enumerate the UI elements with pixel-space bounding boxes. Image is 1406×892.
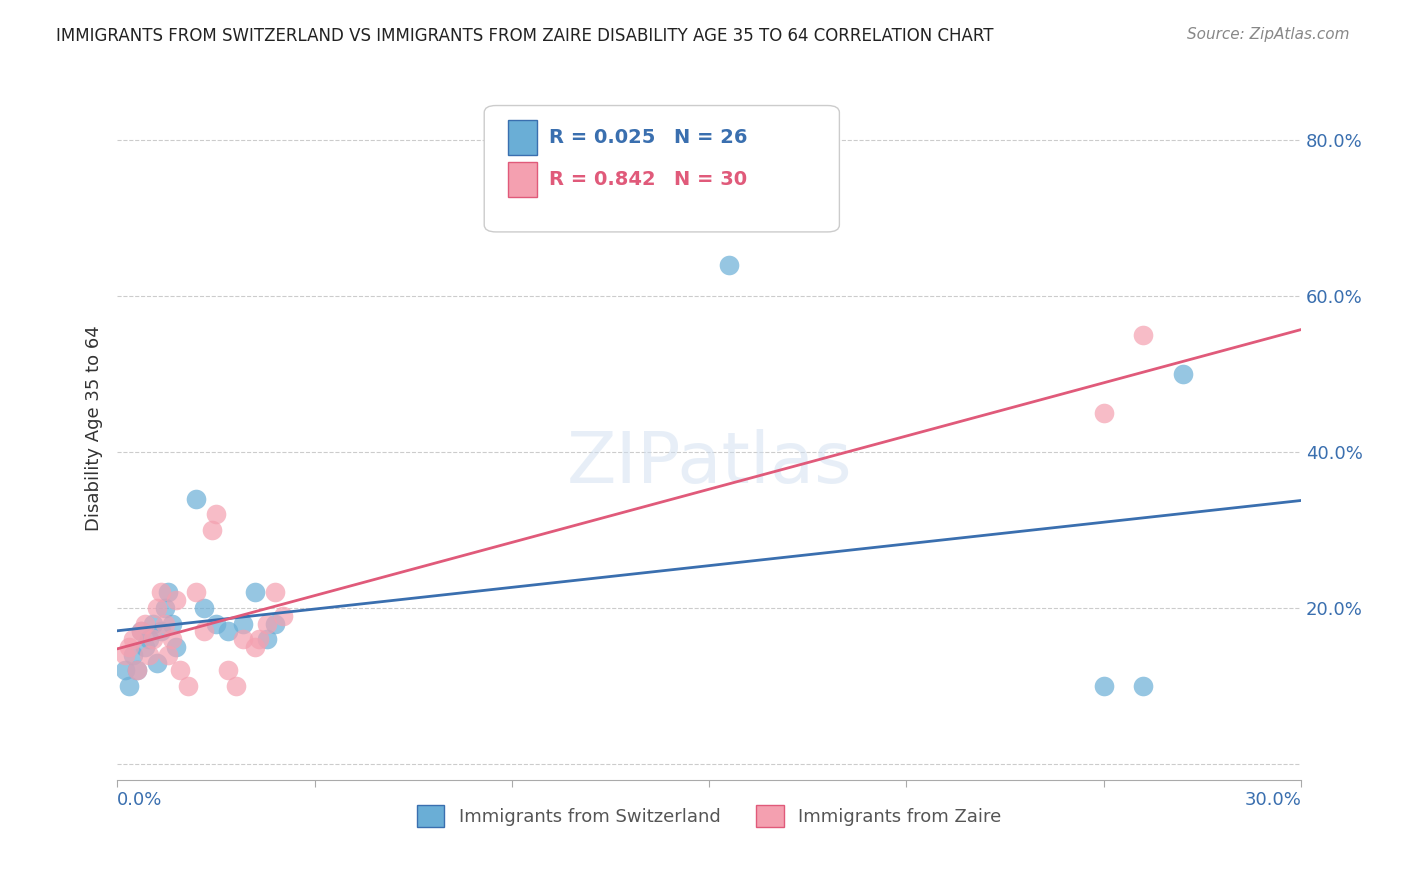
Text: 30.0%: 30.0% — [1244, 791, 1301, 809]
Point — [232, 616, 254, 631]
Point — [162, 616, 184, 631]
Point — [184, 491, 207, 506]
Point — [205, 508, 228, 522]
Point — [134, 640, 156, 654]
Point — [217, 624, 239, 639]
Point — [162, 632, 184, 647]
Point — [138, 632, 160, 647]
Y-axis label: Disability Age 35 to 64: Disability Age 35 to 64 — [86, 326, 103, 532]
Point — [193, 601, 215, 615]
Point — [129, 624, 152, 639]
Point — [157, 648, 180, 662]
Point — [271, 608, 294, 623]
Point — [1132, 679, 1154, 693]
Text: Source: ZipAtlas.com: Source: ZipAtlas.com — [1187, 27, 1350, 42]
Point — [145, 656, 167, 670]
Point — [256, 616, 278, 631]
Point — [118, 679, 141, 693]
Point — [142, 616, 165, 631]
Point — [118, 640, 141, 654]
Point — [1132, 327, 1154, 342]
Point — [264, 616, 287, 631]
Point — [201, 523, 224, 537]
Point — [256, 632, 278, 647]
Point — [142, 632, 165, 647]
Point — [122, 632, 145, 647]
Text: 0.0%: 0.0% — [117, 791, 163, 809]
FancyBboxPatch shape — [484, 105, 839, 232]
Point — [169, 664, 191, 678]
Text: N = 30: N = 30 — [673, 169, 747, 189]
Point — [129, 624, 152, 639]
Point — [145, 601, 167, 615]
Point — [125, 664, 148, 678]
Point — [177, 679, 200, 693]
Point — [205, 616, 228, 631]
Point — [157, 585, 180, 599]
Legend: Immigrants from Switzerland, Immigrants from Zaire: Immigrants from Switzerland, Immigrants … — [411, 797, 1008, 834]
Point — [125, 664, 148, 678]
Point — [165, 640, 187, 654]
Point — [264, 585, 287, 599]
Point — [217, 664, 239, 678]
Point — [122, 648, 145, 662]
Point — [245, 640, 267, 654]
Bar — [508, 120, 537, 154]
Point — [1092, 679, 1115, 693]
Text: N = 26: N = 26 — [673, 128, 747, 146]
Point — [245, 585, 267, 599]
Point — [153, 601, 176, 615]
Point — [149, 585, 172, 599]
Point — [114, 664, 136, 678]
Text: R = 0.025: R = 0.025 — [550, 128, 655, 146]
Point — [717, 258, 740, 272]
Point — [134, 616, 156, 631]
Point — [225, 679, 247, 693]
Point — [1092, 406, 1115, 420]
Text: ZIPatlas: ZIPatlas — [567, 429, 852, 498]
Text: R = 0.842: R = 0.842 — [550, 169, 657, 189]
Point — [114, 648, 136, 662]
Point — [232, 632, 254, 647]
Point — [149, 624, 172, 639]
Bar — [508, 161, 537, 197]
Point — [193, 624, 215, 639]
Point — [247, 632, 270, 647]
Point — [184, 585, 207, 599]
Point — [165, 593, 187, 607]
Point — [153, 616, 176, 631]
Point — [138, 648, 160, 662]
Point — [1171, 367, 1194, 381]
Text: IMMIGRANTS FROM SWITZERLAND VS IMMIGRANTS FROM ZAIRE DISABILITY AGE 35 TO 64 COR: IMMIGRANTS FROM SWITZERLAND VS IMMIGRANT… — [56, 27, 994, 45]
